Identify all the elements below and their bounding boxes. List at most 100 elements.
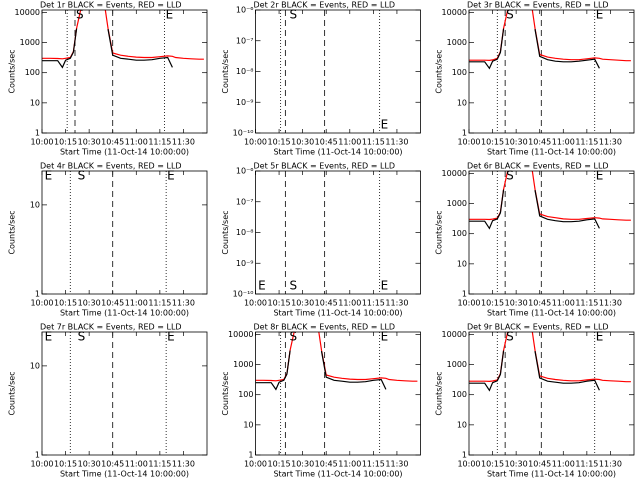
x-tick-label: 11:15 <box>362 299 385 308</box>
x-tick-label: 11:15 <box>362 138 385 147</box>
x-tick-label: 10:45 <box>315 460 338 469</box>
series-line <box>469 189 600 230</box>
panel: Det 7r BLACK = Events, RED = LLD Start Ti… <box>8 323 208 479</box>
x-tick-label: 11:00 <box>125 460 148 469</box>
x-tick-label: 10:00 <box>244 460 267 469</box>
plot-area <box>69 332 167 455</box>
panel-title: Det 1r BLACK = Events, RED = LLD <box>40 1 182 10</box>
x-axis-label: Start Time (11-Oct-14 10:00:00) <box>60 148 189 157</box>
panel: Det 8r BLACK = Events, RED = LLD Start Ti… <box>221 323 421 479</box>
panel-title: Det 7r BLACK = Events, RED = LLD <box>40 323 182 332</box>
annotation: S <box>290 8 298 22</box>
y-axis-label: Counts/sec <box>221 371 230 415</box>
y-tick-label: 100 <box>452 68 467 77</box>
plot-area <box>255 332 418 455</box>
panel-title: Det 8r BLACK = Events, RED = LLD <box>254 323 396 332</box>
panel: Det 1r BLACK = Events, RED = LLD Start Ti… <box>8 1 208 157</box>
x-tick-label: 11:15 <box>575 299 598 308</box>
plot-area <box>469 10 631 133</box>
y-tick-label: 10000 <box>228 330 253 339</box>
plot-frame <box>255 170 421 295</box>
x-tick-label: 10:15 <box>54 460 77 469</box>
x-tick-label: 11:15 <box>362 460 385 469</box>
x-tick-label: 10:45 <box>101 460 124 469</box>
y-tick-label: 10⁻⁷ <box>236 36 254 45</box>
series-line <box>255 332 418 382</box>
y-tick-label: 10 <box>457 420 467 429</box>
y-axis-label: Counts/sec <box>221 49 230 93</box>
y-tick-label: 10⁻⁹ <box>236 259 254 268</box>
x-tick-label: 11:00 <box>125 299 148 308</box>
annotation: S <box>506 169 514 183</box>
y-tick-label: 1 <box>462 451 467 460</box>
y-tick-label: 1 <box>35 451 40 460</box>
x-tick-label: 11:00 <box>125 138 148 147</box>
series-line <box>469 171 631 221</box>
x-tick-label: 10:45 <box>101 138 124 147</box>
x-tick-label: 10:30 <box>291 138 314 147</box>
y-tick-label: 10⁻⁶ <box>236 6 254 15</box>
panel-title: Det 9r BLACK = Events, RED = LLD <box>467 323 609 332</box>
x-tick-label: 11:30 <box>172 299 195 308</box>
x-tick-label: 10:15 <box>481 460 504 469</box>
y-tick-label: 10 <box>243 420 253 429</box>
x-tick-label: 10:45 <box>315 299 338 308</box>
panel-title: Det 6r BLACK = Events, RED = LLD <box>467 162 609 171</box>
x-tick-label: 11:30 <box>385 299 408 308</box>
x-tick-label: 11:00 <box>552 460 575 469</box>
annotation: S <box>290 279 298 293</box>
annotation: E <box>381 279 389 293</box>
x-tick-label: 10:45 <box>528 299 551 308</box>
x-tick-label: 11:00 <box>338 138 361 147</box>
panel-title: Det 2r BLACK = Events, RED = LLD <box>254 1 396 10</box>
y-tick-label: 10⁻⁸ <box>236 67 254 76</box>
annotation: E <box>167 169 175 183</box>
y-tick-label: 1 <box>35 290 40 299</box>
y-axis-label: Counts/sec <box>8 371 17 415</box>
x-tick-label: 10:15 <box>268 138 291 147</box>
x-tick-label: 11:15 <box>575 138 598 147</box>
y-tick-label: 10 <box>457 98 467 107</box>
x-tick-label: 10:15 <box>481 138 504 147</box>
x-tick-label: 10:30 <box>78 460 101 469</box>
x-tick-label: 11:15 <box>148 299 171 308</box>
series-line <box>469 28 600 70</box>
y-tick-label: 1 <box>35 129 40 138</box>
plot-area <box>69 171 167 294</box>
x-tick-label: 10:00 <box>457 138 480 147</box>
y-tick-label: 1 <box>248 451 253 460</box>
y-tick-label: 10000 <box>442 8 467 17</box>
plot-area <box>280 10 381 133</box>
x-tick-label: 10:45 <box>315 138 338 147</box>
plot-frame <box>41 9 208 134</box>
x-tick-label: 10:15 <box>481 299 504 308</box>
panel: Det 4r BLACK = Events, RED = LLD Start Ti… <box>8 162 208 318</box>
series-line <box>469 332 631 383</box>
annotation: E <box>381 118 389 132</box>
panel-title: Det 3r BLACK = Events, RED = LLD <box>467 1 609 10</box>
y-tick-label: 10 <box>30 200 40 209</box>
x-tick-label: 10:00 <box>30 138 53 147</box>
y-axis-label: Counts/sec <box>221 210 230 254</box>
x-tick-label: 10:45 <box>528 460 551 469</box>
x-axis-label: Start Time (11-Oct-14 10:00:00) <box>487 470 616 479</box>
y-axis-label: Counts/sec <box>435 49 444 93</box>
plot-frame <box>468 170 635 295</box>
panel: Det 3r BLACK = Events, RED = LLD Start Ti… <box>435 1 635 157</box>
plot-frame <box>41 331 208 456</box>
y-tick-label: 10⁻¹⁰ <box>233 129 254 138</box>
annotation: E <box>167 330 175 344</box>
panel-title: Det 5r BLACK = Events, RED = LLD <box>254 162 396 171</box>
x-tick-label: 11:30 <box>172 460 195 469</box>
x-tick-label: 10:30 <box>505 299 528 308</box>
annotation: E <box>596 169 604 183</box>
plot-area <box>42 10 204 133</box>
plot-area <box>469 171 631 294</box>
y-tick-label: 10 <box>30 361 40 370</box>
y-tick-label: 10000 <box>442 330 467 339</box>
y-tick-label: 10⁻⁶ <box>236 167 254 176</box>
annotation: E <box>45 169 53 183</box>
panel: Det 9r BLACK = Events, RED = LLD Start Ti… <box>435 323 635 479</box>
y-tick-label: 1000 <box>447 38 467 47</box>
